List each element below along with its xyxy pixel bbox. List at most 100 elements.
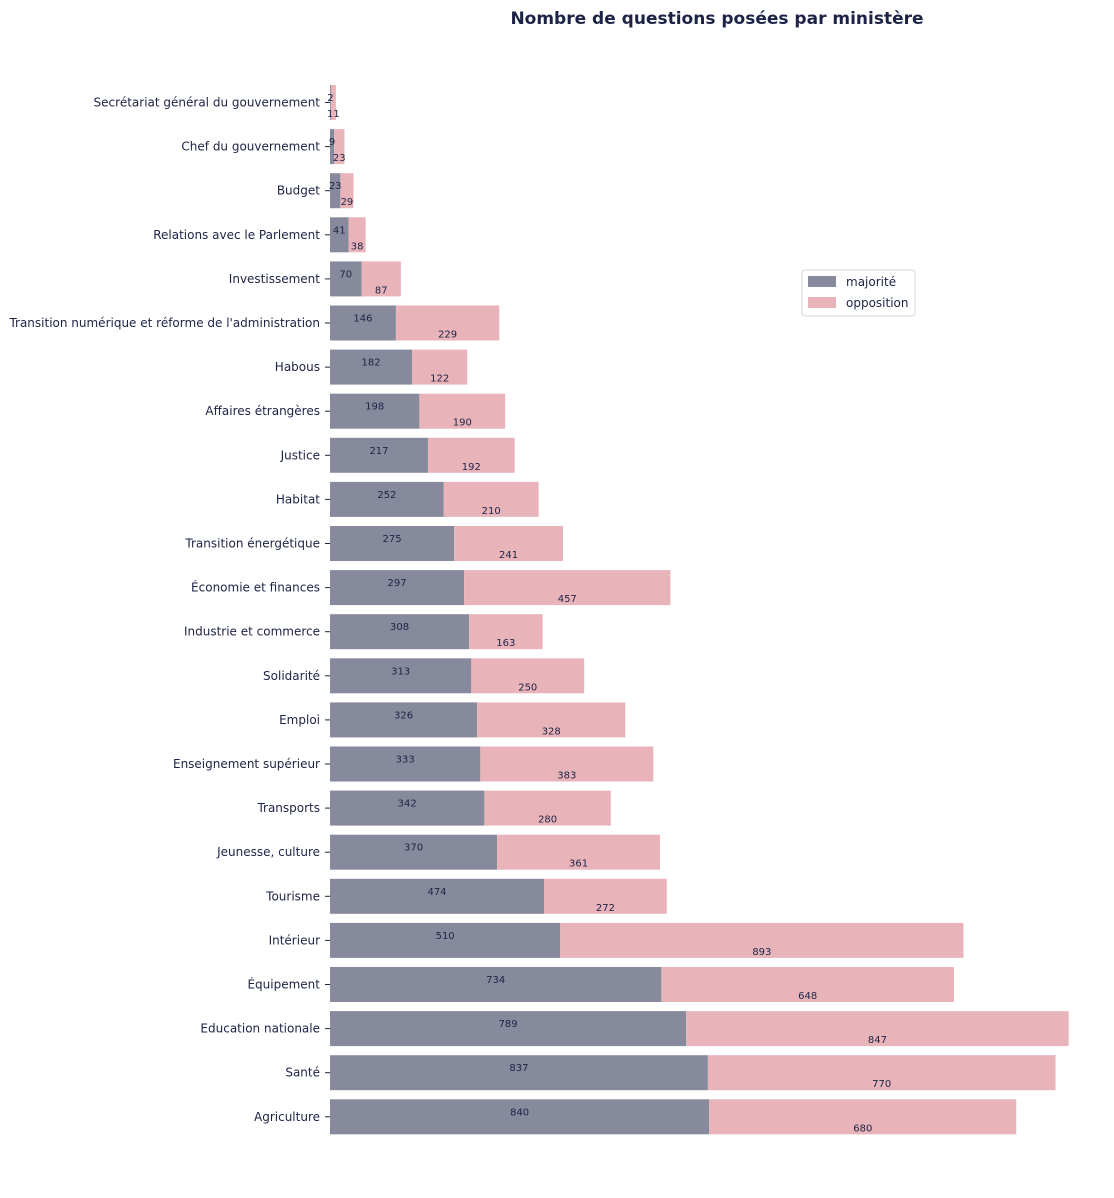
bar-opposition xyxy=(477,702,626,738)
value-label-opposition: 163 xyxy=(496,638,515,649)
category-label: Justice xyxy=(280,448,320,462)
bar-opposition xyxy=(427,437,515,473)
category-label: Enseignement supérieur xyxy=(173,757,320,771)
bar-majorite xyxy=(330,173,341,209)
category-label: Santé xyxy=(285,1066,320,1080)
category-label: Jeunesse, culture xyxy=(216,845,320,859)
value-label-opposition: 87 xyxy=(375,285,388,296)
bar-majorite xyxy=(330,526,455,561)
value-label-opposition: 11 xyxy=(327,109,340,120)
category-label: Habitat xyxy=(276,492,320,506)
bar-majorite xyxy=(330,790,485,826)
value-label-opposition: 192 xyxy=(462,462,481,473)
value-label-majorite: 474 xyxy=(427,887,446,898)
value-label-opposition: 190 xyxy=(453,418,472,429)
bar-opposition xyxy=(661,967,954,1002)
bar-majorite xyxy=(330,481,444,517)
bar-opposition xyxy=(412,349,468,385)
bar-opposition xyxy=(395,305,500,341)
legend-swatch-opposition xyxy=(808,297,836,308)
category-label: Équipement xyxy=(247,977,320,992)
value-label-opposition: 328 xyxy=(542,726,561,737)
value-label-majorite: 789 xyxy=(499,1019,518,1030)
bar-opposition xyxy=(419,393,506,429)
bar-majorite xyxy=(330,834,498,870)
legend-swatch-majorite xyxy=(808,276,836,287)
value-label-majorite: 198 xyxy=(365,402,384,413)
value-label-opposition: 280 xyxy=(538,815,557,826)
value-label-opposition: 457 xyxy=(558,594,577,605)
category-label: Intérieur xyxy=(269,933,320,947)
value-label-opposition: 23 xyxy=(333,153,346,164)
bar-opposition xyxy=(707,1055,1056,1091)
bar-opposition xyxy=(544,878,667,914)
bar-majorite xyxy=(330,878,545,914)
bar-majorite xyxy=(330,922,561,958)
category-label: Chef du gouvernement xyxy=(181,140,320,154)
value-label-opposition: 648 xyxy=(798,991,817,1002)
value-label-majorite: 23 xyxy=(329,181,342,192)
bar-opposition xyxy=(480,746,654,782)
value-label-majorite: 370 xyxy=(404,843,423,854)
category-label: Solidarité xyxy=(263,669,320,683)
chart-title: Nombre de questions posées par ministère xyxy=(510,9,923,29)
value-label-opposition: 893 xyxy=(752,947,771,958)
value-label-majorite: 313 xyxy=(391,666,410,677)
bar-majorite xyxy=(330,570,465,606)
value-label-majorite: 297 xyxy=(388,578,407,589)
category-label: Affaires étrangères xyxy=(205,404,320,418)
value-label-majorite: 182 xyxy=(362,358,381,369)
category-label: Secrétariat général du gouvernement xyxy=(94,96,321,110)
bar-majorite xyxy=(330,614,470,650)
category-label: Education nationale xyxy=(200,1022,320,1036)
bar-opposition xyxy=(443,481,539,517)
value-label-majorite: 308 xyxy=(390,622,409,633)
bar-opposition xyxy=(330,85,336,120)
category-label: Investissement xyxy=(229,272,320,286)
category-label: Économie et finances xyxy=(191,580,320,595)
category-label: Emploi xyxy=(279,713,320,727)
category-label: Tourisme xyxy=(265,889,320,903)
value-label-opposition: 361 xyxy=(569,859,588,870)
value-label-majorite: 2 xyxy=(327,93,333,104)
value-label-majorite: 342 xyxy=(398,799,417,810)
bar-opposition xyxy=(484,790,611,826)
bar-opposition xyxy=(560,922,964,958)
bar-opposition xyxy=(334,129,345,165)
bar-majorite xyxy=(330,217,349,253)
bar-opposition xyxy=(686,1011,1069,1047)
bar-majorite xyxy=(330,85,331,120)
value-label-majorite: 70 xyxy=(339,269,352,280)
bar-opposition xyxy=(464,570,671,606)
value-label-majorite: 9 xyxy=(329,137,335,148)
bar-majorite xyxy=(330,1011,687,1047)
legend-label-majorite: majorité xyxy=(846,275,896,289)
bar-majorite xyxy=(330,437,428,473)
value-label-majorite: 326 xyxy=(394,710,413,721)
value-label-majorite: 510 xyxy=(436,931,455,942)
bar-majorite xyxy=(330,967,662,1002)
legend-label-opposition: opposition xyxy=(846,296,909,310)
bar-opposition xyxy=(340,173,354,209)
value-label-opposition: 241 xyxy=(499,550,518,561)
bar-majorite xyxy=(330,261,362,297)
value-label-opposition: 272 xyxy=(596,903,615,914)
value-label-opposition: 210 xyxy=(482,506,501,517)
value-label-opposition: 680 xyxy=(853,1123,872,1134)
bar-majorite xyxy=(330,746,481,782)
bar-opposition xyxy=(469,614,543,650)
value-label-opposition: 770 xyxy=(872,1079,891,1090)
category-label: Transports xyxy=(256,801,320,815)
bar-majorite xyxy=(330,658,472,694)
bar-majorite xyxy=(330,702,478,738)
category-label: Habous xyxy=(275,360,320,374)
value-label-majorite: 734 xyxy=(486,975,505,986)
bar-opposition xyxy=(471,658,585,694)
value-label-opposition: 229 xyxy=(438,330,457,341)
value-label-majorite: 840 xyxy=(510,1107,529,1118)
bar-opposition xyxy=(454,526,563,561)
bars-group: Secrétariat général du gouvernement 2 11 Ch… xyxy=(8,85,1069,1135)
bar-majorite xyxy=(330,129,335,165)
category-label: Industrie et commerce xyxy=(184,625,320,639)
